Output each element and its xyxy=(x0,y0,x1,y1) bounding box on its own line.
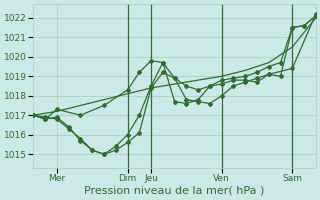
X-axis label: Pression niveau de la mer( hPa ): Pression niveau de la mer( hPa ) xyxy=(84,186,265,196)
